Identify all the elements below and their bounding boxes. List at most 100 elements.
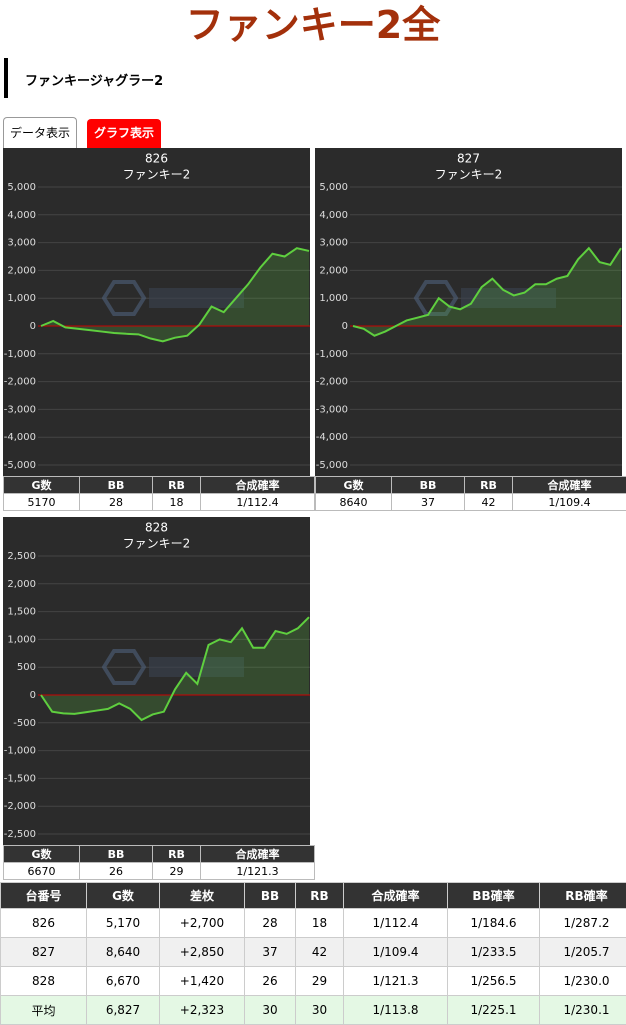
- y-tick-label: -1,000: [4, 746, 36, 757]
- y-tick-label: 0: [342, 321, 348, 332]
- header-cell: BB確率: [448, 883, 540, 909]
- y-tick-label: -5,000: [316, 460, 348, 471]
- y-tick-label: 2,000: [7, 265, 36, 276]
- cell: 26: [245, 967, 296, 996]
- stats-cell: 合成確率: [513, 477, 626, 494]
- cell: 1/287.2: [540, 909, 626, 938]
- chart: 828ファンキー2-2,500-2,000-1,500-1,000-500050…: [3, 517, 310, 845]
- header-cell: 差枚: [160, 883, 245, 909]
- stats-cell: 1/112.4: [201, 494, 315, 511]
- y-tick-label: 3,000: [319, 238, 348, 249]
- stats-cell: 29: [153, 863, 201, 880]
- cell: 29: [296, 967, 344, 996]
- header-cell: RB: [296, 883, 344, 909]
- stats-cell: 5170: [4, 494, 80, 511]
- cell: 1/184.6: [448, 909, 540, 938]
- y-tick-label: 1,500: [7, 607, 36, 618]
- stats-cell: 8640: [316, 494, 392, 511]
- cell: 827: [1, 938, 87, 967]
- cell: 1/233.5: [448, 938, 540, 967]
- stats-cell: G数: [4, 846, 80, 863]
- stats-cell: 1/109.4: [513, 494, 626, 511]
- cell: 1/256.5: [448, 967, 540, 996]
- y-tick-label: -500: [13, 718, 36, 729]
- stats-cell: RB: [153, 477, 201, 494]
- y-tick-label: -1,500: [4, 773, 36, 784]
- cell: 1/112.4: [344, 909, 448, 938]
- header-cell: BB: [245, 883, 296, 909]
- y-tick-label: 3,000: [7, 238, 36, 249]
- y-tick-label: 4,000: [319, 210, 348, 221]
- cell: 1/225.1: [448, 996, 540, 1025]
- stats-cell: G数: [316, 477, 392, 494]
- y-tick-label: 2,000: [319, 265, 348, 276]
- stats-cell: 26: [80, 863, 153, 880]
- chart-name: ファンキー2: [123, 537, 191, 551]
- cell: 1/230.1: [540, 996, 626, 1025]
- tab-active[interactable]: グラフ表示: [87, 119, 161, 148]
- stats-cell: 合成確率: [201, 477, 315, 494]
- cell: 18: [296, 909, 344, 938]
- y-tick-label: -5,000: [4, 460, 36, 471]
- y-tick-label: -4,000: [316, 432, 348, 443]
- cell: 28: [245, 909, 296, 938]
- cell: 8,640: [87, 938, 160, 967]
- tab[interactable]: データ表示: [3, 117, 77, 148]
- y-tick-label: -3,000: [316, 404, 348, 415]
- y-tick-label: -2,000: [4, 377, 36, 388]
- stats-cell: BB: [80, 846, 153, 863]
- y-tick-label: 5,000: [7, 182, 36, 193]
- cell: 1/113.8: [344, 996, 448, 1025]
- stats-cell: BB: [80, 477, 153, 494]
- stats-cell: 6670: [4, 863, 80, 880]
- section-bar: [4, 58, 8, 98]
- cell: +1,420: [160, 967, 245, 996]
- y-tick-label: 1,000: [319, 293, 348, 304]
- cell: 828: [1, 967, 87, 996]
- y-tick-label: 500: [17, 662, 36, 673]
- y-tick-label: 2,000: [7, 579, 36, 590]
- stats-cell: 42: [465, 494, 513, 511]
- cell: 1/230.0: [540, 967, 626, 996]
- header-cell: RB確率: [540, 883, 626, 909]
- cell: 6,670: [87, 967, 160, 996]
- y-tick-label: -3,000: [4, 404, 36, 415]
- stats-cell: G数: [4, 477, 80, 494]
- chart-number: 828: [145, 521, 168, 535]
- cell: +2,323: [160, 996, 245, 1025]
- chart-number: 826: [145, 152, 168, 166]
- chart-number: 827: [457, 152, 480, 166]
- y-tick-label: 0: [30, 321, 36, 332]
- cell: 平均: [1, 996, 87, 1025]
- y-tick-label: 5,000: [319, 182, 348, 193]
- cell: 37: [245, 938, 296, 967]
- y-tick-label: -2,000: [316, 377, 348, 388]
- y-tick-label: -1,000: [4, 349, 36, 360]
- y-tick-label: -2,500: [4, 829, 36, 840]
- page-title: ファンキー2全: [0, 0, 626, 49]
- cell: 1/121.3: [344, 967, 448, 996]
- stats-cell: RB: [465, 477, 513, 494]
- cell: +2,850: [160, 938, 245, 967]
- chart: 827ファンキー2-5,000-4,000-3,000-2,000-1,0000…: [315, 148, 622, 476]
- cell: 6,827: [87, 996, 160, 1025]
- cell: 826: [1, 909, 87, 938]
- stats-cell: 合成確率: [201, 846, 315, 863]
